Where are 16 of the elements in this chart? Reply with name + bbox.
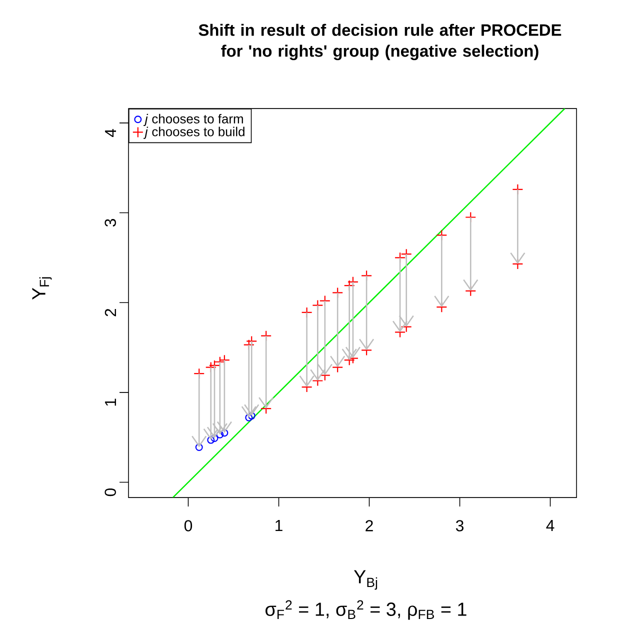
x-tick-label: 3 (456, 520, 464, 532)
x-tick-label: 4 (546, 520, 554, 532)
x-tick-label: 0 (184, 520, 192, 532)
y-tick-label: 1 (105, 398, 116, 406)
y-tick-label: 3 (104, 219, 116, 227)
legend-label: j chooses to farm (143, 114, 243, 126)
x-tick-label: 2 (366, 520, 373, 532)
x-tick-label: 1 (276, 520, 282, 532)
legend-label: j chooses to build (143, 126, 244, 139)
y-axis-title: Y$_{Fj}$ (32, 277, 52, 300)
y-tick-label: 2 (104, 308, 116, 316)
y-tick-label: 0 (104, 488, 116, 496)
chart-title: Shift in result of decision rule after PROCEDE for 'no rights' group (negative selection) (198, 24, 562, 60)
y-tick-label: 4 (105, 128, 116, 137)
text: σ$_{F}$$^{2}$ = 1, σ$_{B}$$^{2}$ = 3, ρ$_{FB}$ = 1 (266, 600, 466, 620)
x-axis-title: Y$_{Bj}$ (354, 570, 378, 590)
